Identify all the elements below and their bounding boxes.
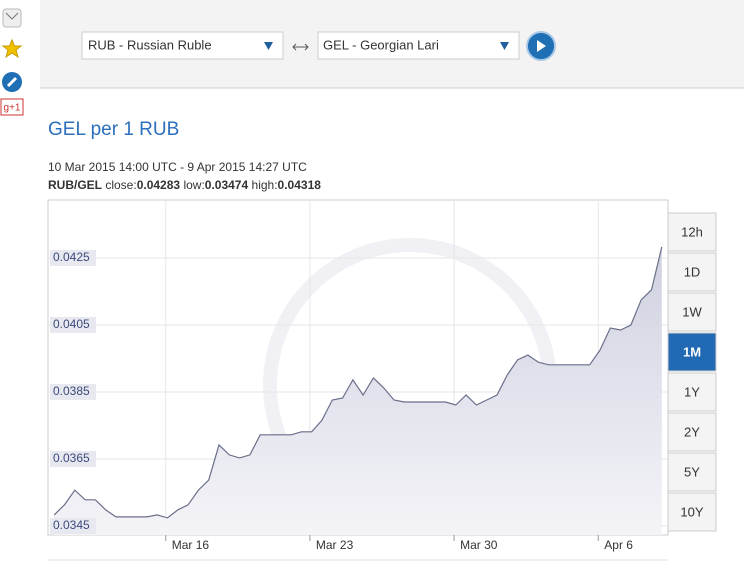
high-value: 0.04318 [278, 178, 322, 192]
y-tick-label: 0.0385 [53, 384, 90, 398]
chart-title: GEL per 1 RUB [48, 119, 179, 140]
line [53, 246, 663, 519]
plot-layer: Mar 16 Mar 23 Mar 30 Apr 6 0.0345 0.0365 0.038… [48, 200, 668, 552]
range-button[interactable] [667, 332, 717, 372]
high-label: high: [252, 178, 278, 192]
close-value: 0.04283 [137, 178, 181, 192]
pair: RUB/GEL [48, 178, 102, 192]
to-select-label: GEL - Georgian Lari [323, 37, 439, 52]
range-label: 10Y [680, 504, 703, 519]
stats-line: RUB/GEL close:0.04283 low:0.03474 high:0… [48, 178, 321, 192]
y-tick-label: 0.0405 [53, 317, 90, 331]
y-tick-label-bg [50, 383, 96, 400]
star-icon[interactable] [1, 38, 23, 59]
y-tick-label-bg [50, 249, 96, 266]
link-glyph [6, 76, 18, 88]
range-label: 2Y [684, 424, 700, 439]
gplus-label: g+1 [4, 103, 21, 114]
x-tick-label: Mar 16 [172, 538, 210, 552]
range-button[interactable] [667, 292, 717, 332]
low-label: low: [183, 178, 204, 192]
dropdown-arrow [500, 42, 509, 50]
range-button[interactable] [667, 452, 717, 492]
range-label: 1M [683, 344, 701, 359]
y-tick-label-bg [50, 517, 96, 534]
low-value: 0.03474 [205, 178, 249, 192]
mail-glyph [5, 12, 19, 20]
from-select[interactable] [81, 31, 284, 60]
mail-icon[interactable] [2, 8, 22, 28]
area [54, 246, 662, 535]
x-tick-label: Apr 6 [604, 538, 633, 552]
range-button[interactable] [667, 492, 717, 532]
gplus-button[interactable] [0, 98, 24, 116]
y-tick-label: 0.0345 [53, 518, 90, 532]
chart-subtitle: 10 Mar 2015 14:00 UTC - 9 Apr 2015 14:27… [48, 160, 307, 174]
dropdown-arrow [264, 42, 273, 50]
y-tick-label-bg [50, 450, 96, 467]
range-label: 1Y [684, 384, 700, 399]
play-glyph [537, 40, 546, 52]
range-button[interactable] [667, 412, 717, 452]
to-select[interactable] [317, 31, 520, 60]
range-label: 1D [684, 264, 701, 279]
range-button[interactable] [667, 212, 717, 252]
range-button[interactable] [667, 372, 717, 412]
x-tick-label: Mar 30 [460, 538, 498, 552]
x-tick-label: Mar 23 [316, 538, 354, 552]
range-button[interactable] [667, 252, 717, 292]
from-select-label: RUB - Russian Ruble [88, 37, 212, 52]
sidebar: g+1 [0, 8, 24, 116]
range-label: 12h [681, 224, 703, 239]
swap-icon[interactable] [292, 43, 309, 51]
range-label: 1W [682, 304, 702, 319]
close-label: close: [105, 178, 136, 192]
range-label: 5Y [684, 464, 700, 479]
y-tick-label: 0.0425 [53, 250, 90, 264]
y-tick-label: 0.0365 [53, 451, 90, 465]
y-tick-label-bg [50, 316, 96, 333]
